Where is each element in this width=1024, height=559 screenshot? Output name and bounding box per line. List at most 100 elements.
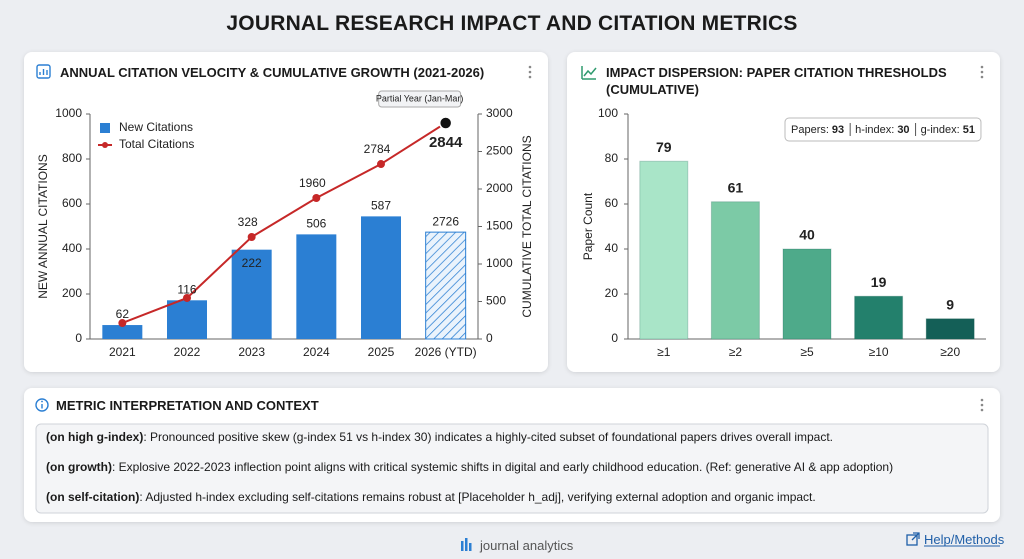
legend-swatch <box>102 142 108 148</box>
chart-title: ANNUAL CITATION VELOCITY & CUMULATIVE GR… <box>60 65 485 80</box>
bar-annotation: 2726 <box>432 214 459 228</box>
legend-label: New Citations <box>119 120 193 134</box>
data-label: 19 <box>871 274 887 290</box>
y-tick-label: 600 <box>62 196 82 210</box>
y-axis-title: NEW ANNUAL CITATIONS <box>36 154 50 298</box>
y-tick-label: 1000 <box>55 106 82 120</box>
section-title: METRIC INTERPRETATION AND CONTEXT <box>56 398 319 413</box>
bar <box>639 160 689 340</box>
legend-label: Total Citations <box>119 137 194 151</box>
bar <box>102 325 143 339</box>
y-tick-label: 0 <box>611 331 618 345</box>
x-tick-label: 2023 <box>238 345 265 359</box>
x-tick-label: 2026 (YTD) <box>415 345 477 359</box>
help-link[interactable]: Help/Methods <box>924 532 1005 547</box>
x-tick-label: ≥20 <box>940 345 960 359</box>
note-lead: (on self-citation) <box>46 490 140 504</box>
note-lead: (on growth) <box>46 460 112 474</box>
external-link-icon[interactable] <box>906 532 920 546</box>
bar-annotation: 587 <box>371 199 391 213</box>
x-tick-label: 2021 <box>109 345 136 359</box>
x-tick-label: ≥1 <box>657 345 671 359</box>
bar <box>925 318 975 340</box>
bar-annotation: 222 <box>242 256 262 270</box>
x-tick-label: 2024 <box>303 345 330 359</box>
y-tick-label: 80 <box>605 151 619 165</box>
y-tick-label: 20 <box>605 286 619 300</box>
y2-tick-label: 1500 <box>486 219 513 233</box>
card <box>24 52 548 372</box>
note-item: (on high g-index): Pronounced positive s… <box>46 430 833 444</box>
bar <box>296 234 337 339</box>
stat-value: 30 <box>897 124 909 136</box>
y-tick-label: 0 <box>75 331 82 345</box>
x-tick-label: 2022 <box>174 345 201 359</box>
y2-tick-label: 2500 <box>486 144 513 158</box>
brand-icon <box>461 538 472 551</box>
line-annotation: 2844 <box>429 134 463 151</box>
legend-swatch <box>100 123 110 133</box>
bar <box>854 295 904 340</box>
data-label: 79 <box>656 139 672 155</box>
page-title: JOURNAL RESEARCH IMPACT AND CITATION MET… <box>226 12 798 35</box>
brand: journal analytics <box>480 538 574 553</box>
line-annotation: 328 <box>238 215 258 229</box>
stat-value: 93 <box>832 124 844 136</box>
notes-box <box>35 423 989 514</box>
note-text: : Pronounced positive skew (g-index 51 v… <box>143 430 834 444</box>
y-tick-label: 60 <box>605 196 619 210</box>
line <box>121 122 447 324</box>
kebab-menu[interactable] <box>980 65 984 79</box>
kebab-menu[interactable] <box>980 398 984 412</box>
y2-tick-label: 0 <box>486 331 493 345</box>
note-text: : Adjusted h-index excluding self-citati… <box>139 490 816 504</box>
y2-axis-title: CUMULATIVE TOTAL CITATIONS <box>520 135 534 317</box>
y2-tick-label: 2000 <box>486 181 513 195</box>
bar <box>231 249 272 339</box>
line-point <box>438 116 453 130</box>
line-point <box>312 194 321 202</box>
data-label: 9 <box>946 296 954 312</box>
bar <box>167 300 207 339</box>
y2-tick-label: 3000 <box>486 106 513 120</box>
x-tick-label: ≥10 <box>869 345 889 359</box>
data-label: 61 <box>728 179 744 195</box>
note-box <box>378 90 462 108</box>
y-tick-label: 200 <box>62 286 82 300</box>
chart-title: IMPACT DISPERSION: PAPER CITATION THRESH… <box>606 65 947 97</box>
x-tick-label: 2025 <box>368 345 395 359</box>
stat-label: g-index: <box>921 124 960 136</box>
y-tick-label: 100 <box>598 106 618 120</box>
x-tick-label: ≥2 <box>729 345 743 359</box>
bar <box>361 216 401 339</box>
data-label: 40 <box>799 227 815 243</box>
note: Partial Year (Jan-Mar) <box>376 93 464 103</box>
info-icon <box>35 398 49 412</box>
stat-label: Papers: <box>791 124 829 136</box>
kebab-menu[interactable] <box>528 65 532 79</box>
line-point <box>377 160 385 169</box>
bar-annotation: 62 <box>116 307 130 321</box>
stat-value: 51 <box>963 124 975 136</box>
line-point <box>118 319 127 328</box>
line-point <box>183 293 191 302</box>
note-item: (on growth): Explosive 2022-2023 inflect… <box>46 460 893 474</box>
line-annotation: 2784 <box>364 142 391 156</box>
note-lead: (on high g-index) <box>46 430 144 444</box>
line-annotation: 1960 <box>299 176 326 190</box>
y2-tick-label: 1000 <box>486 256 513 270</box>
trend-icon <box>581 66 597 80</box>
note-text: : Explosive 2022-2023 inflection point a… <box>111 460 894 474</box>
bar-annotation: 116 <box>177 282 196 296</box>
y-tick-label: 800 <box>62 151 82 165</box>
bar <box>425 231 467 340</box>
y-tick-label: 40 <box>605 241 619 255</box>
stats-box <box>784 117 982 142</box>
x-tick-label: ≥5 <box>800 345 814 359</box>
bar <box>710 201 760 340</box>
y2-tick-label: 500 <box>486 294 506 308</box>
bar-annotation: 506 <box>306 217 326 231</box>
line-point <box>247 233 256 241</box>
